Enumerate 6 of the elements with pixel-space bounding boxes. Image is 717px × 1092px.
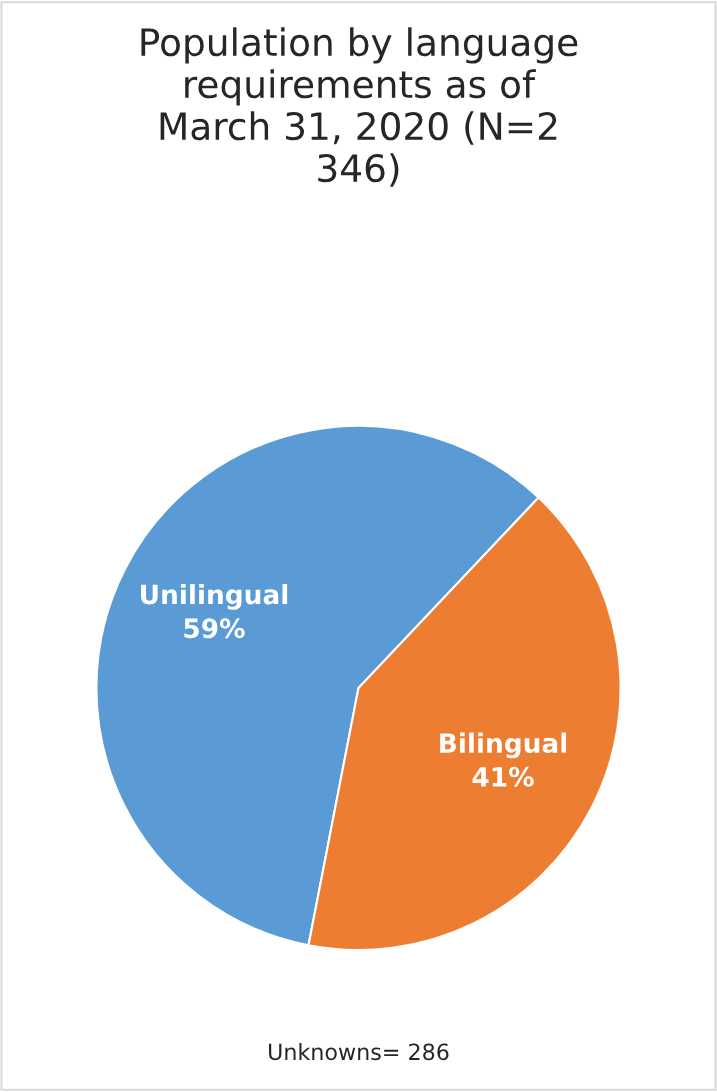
data-label: 59% xyxy=(184,618,245,639)
chart-title: Population by language requirements as of March 31, 2020 (N=2 346) xyxy=(141,27,578,187)
text: Unknowns= 286 xyxy=(269,1043,449,1061)
data-label: 41% xyxy=(472,766,534,787)
slice-label: Bilingual xyxy=(440,732,567,759)
slice-label: Unilingual xyxy=(141,584,288,610)
